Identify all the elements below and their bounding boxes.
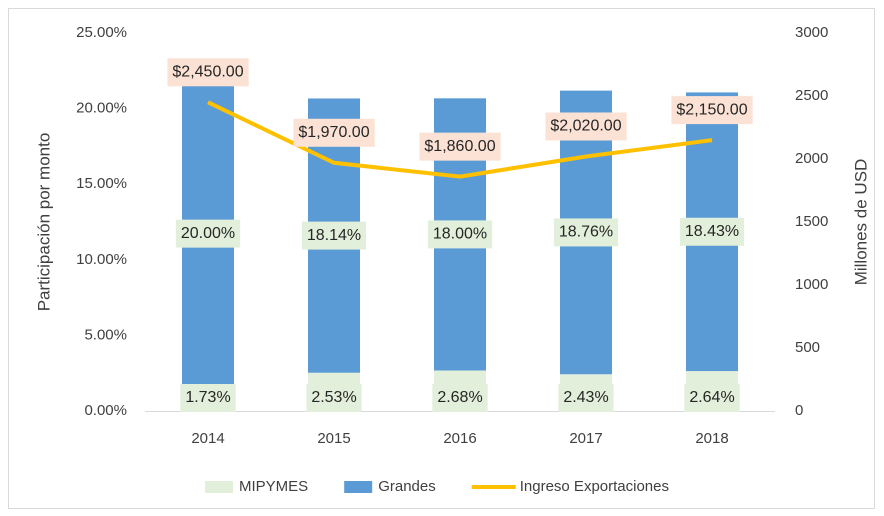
- data-label-text: 20.00%: [181, 225, 235, 242]
- y2-tick-label: 2500: [795, 87, 828, 104]
- data-label-bg: [293, 118, 375, 147]
- y-tick-label: 5.00%: [84, 326, 127, 343]
- data-label-bg: [684, 384, 740, 412]
- data-label-bg: [432, 384, 488, 412]
- data-label-text: 18.76%: [559, 224, 613, 241]
- data-label-text: $2,450.00: [172, 64, 243, 81]
- y-tick-label: 0.00%: [84, 402, 127, 419]
- data-label-bg: [553, 218, 619, 247]
- x-tick-label: 2014: [191, 430, 224, 447]
- x-tick-label: 2015: [317, 430, 350, 447]
- legend-label: MIPYMES: [239, 478, 308, 495]
- y2-tick-label: 3000: [795, 24, 828, 41]
- legend-label: Ingreso Exportaciones: [520, 478, 669, 495]
- y2-axis-title: Millones de USD: [851, 159, 870, 286]
- data-label: 18.00%: [427, 220, 493, 249]
- data-label-text: 2.43%: [563, 389, 608, 406]
- data-label: 2.68%: [432, 384, 488, 412]
- y2-tick-label: 1500: [795, 213, 828, 230]
- y2-tick-label: 0: [795, 402, 803, 419]
- data-label: 2.53%: [306, 384, 362, 412]
- data-label-bg: [558, 384, 614, 412]
- y-tick-label: 20.00%: [76, 100, 127, 117]
- data-label-text: 2.53%: [311, 389, 356, 406]
- data-label-bg: [301, 221, 367, 250]
- data-label-text: $2,020.00: [550, 118, 621, 135]
- data-label: 18.43%: [679, 217, 745, 246]
- legend-swatch: [205, 481, 233, 493]
- data-label: $2,450.00: [167, 58, 249, 87]
- data-label-bg: [180, 384, 236, 412]
- data-label: 18.76%: [553, 218, 619, 247]
- data-label: 1.73%: [180, 384, 236, 412]
- y-tick-label: 25.00%: [76, 24, 127, 41]
- y-axis-title: Participación por monto: [34, 133, 53, 312]
- legend-label: Grandes: [378, 478, 436, 495]
- data-label-bg: [545, 112, 627, 141]
- legend-swatch: [344, 481, 373, 493]
- data-label-text: 1.73%: [185, 389, 230, 406]
- data-label-text: 2.64%: [689, 389, 734, 406]
- data-label-bg: [427, 220, 493, 249]
- y-tick-label: 15.00%: [76, 175, 127, 192]
- data-label-text: 2.68%: [437, 389, 482, 406]
- data-label-text: $2,150.00: [676, 101, 747, 118]
- data-label-text: 18.00%: [433, 226, 487, 243]
- data-label: 2.64%: [684, 384, 740, 412]
- data-label: $2,150.00: [671, 96, 753, 125]
- data-label-text: 18.43%: [685, 223, 739, 240]
- data-label: $2,020.00: [545, 112, 627, 141]
- y2-tick-label: 2000: [795, 150, 828, 167]
- data-label: 2.43%: [558, 384, 614, 412]
- data-label-bg: [175, 219, 241, 248]
- data-label-bg: [679, 217, 745, 246]
- data-label-bg: [167, 58, 249, 87]
- y2-tick-label: 500: [795, 339, 820, 356]
- x-tick-label: 2018: [695, 430, 728, 447]
- data-label-text: $1,860.00: [424, 138, 495, 155]
- line: [207, 100, 713, 179]
- data-label-bg: [419, 132, 501, 161]
- data-label: $1,970.00: [293, 118, 375, 147]
- data-label: 20.00%: [175, 219, 241, 248]
- data-label-text: $1,970.00: [298, 124, 369, 141]
- y-tick-label: 10.00%: [76, 251, 127, 268]
- x-tick-label: 2016: [443, 430, 476, 447]
- data-label: 18.14%: [301, 221, 367, 250]
- data-label-bg: [306, 384, 362, 412]
- data-label-text: 18.14%: [307, 227, 361, 244]
- data-label-bg: [671, 96, 753, 125]
- y2-tick-label: 1000: [795, 276, 828, 293]
- data-label: $1,860.00: [419, 132, 501, 161]
- x-tick-label: 2017: [569, 430, 602, 447]
